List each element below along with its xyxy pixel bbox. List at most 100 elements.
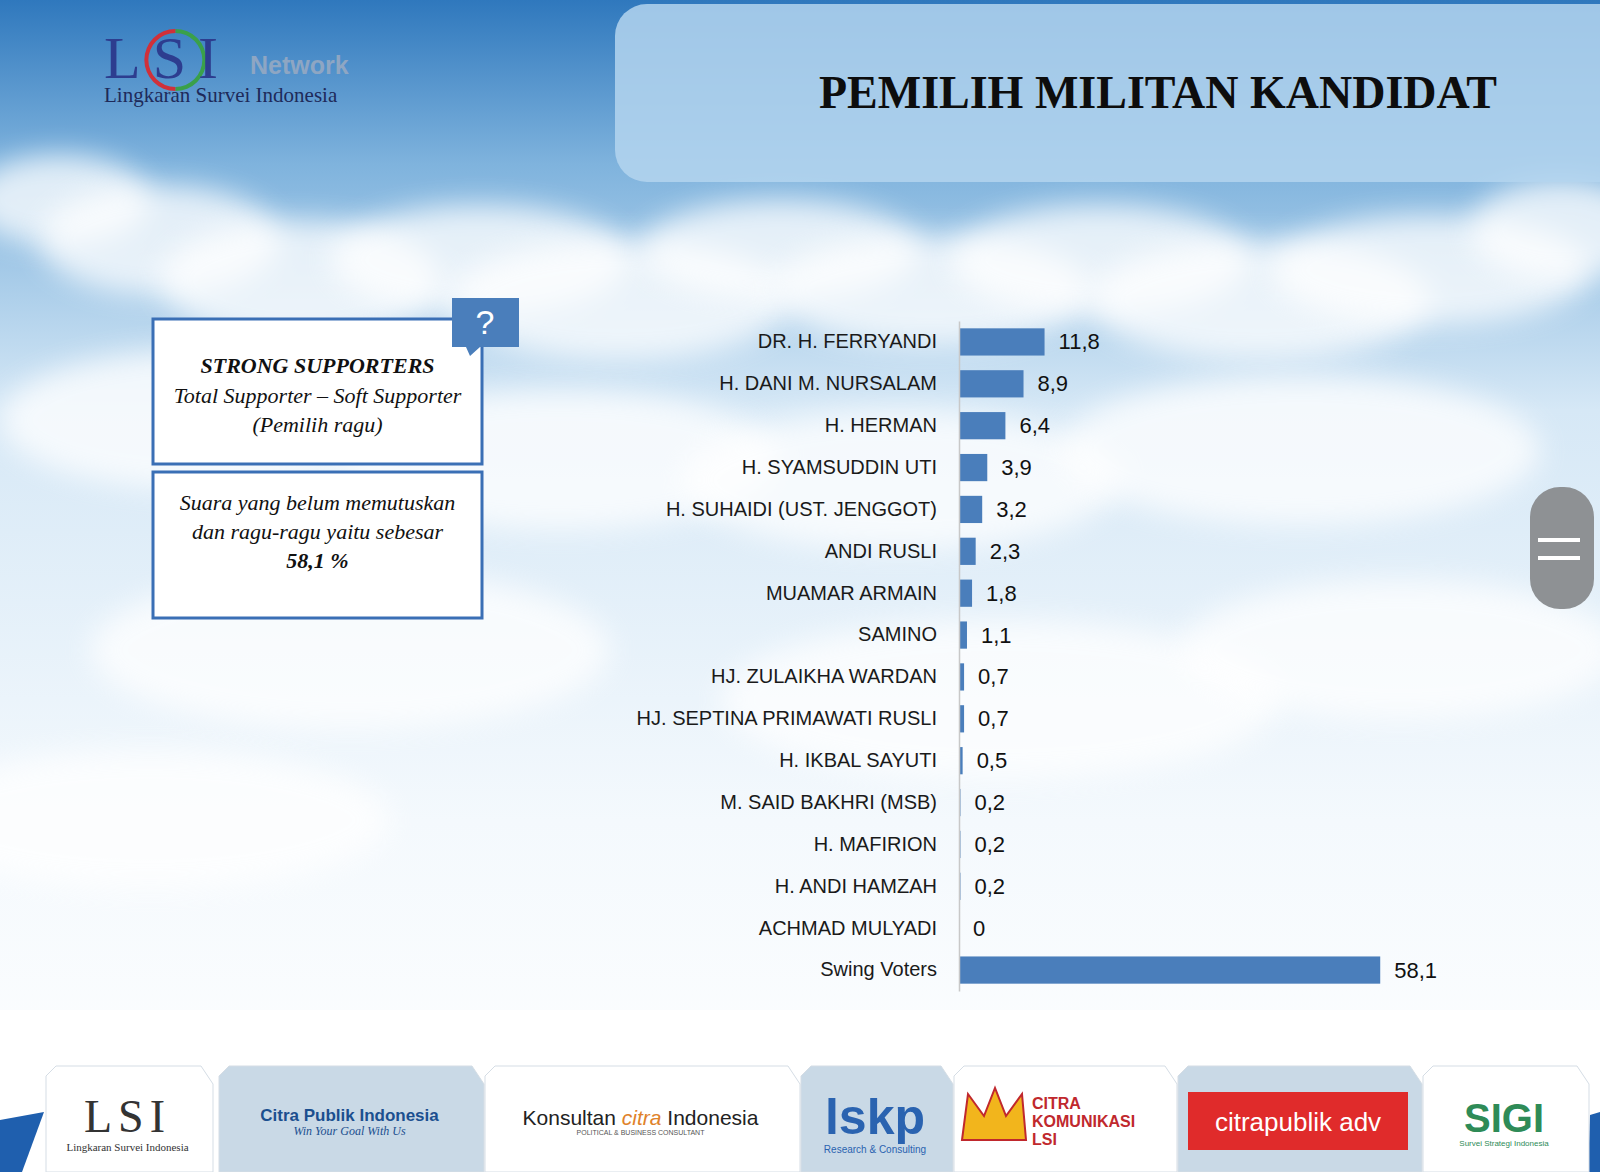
data-label: 0,2 — [974, 790, 1005, 815]
bar — [959, 454, 987, 481]
data-label: 58,1 — [1394, 958, 1437, 983]
scroll-handle-line — [1538, 538, 1580, 542]
tick: H. HERMAN — [825, 414, 937, 436]
tick-label: MUAMAR ARMAIN — [766, 582, 937, 604]
tick-label: DR. H. FERRYANDI — [758, 330, 937, 352]
data-label: 0,5 — [977, 748, 1008, 773]
footer-badge — [1188, 1092, 1408, 1150]
footer-logo: Citra Publik IndonesiaWin Your Goal With… — [219, 1066, 484, 1172]
tick: ANDI RUSLI — [825, 540, 937, 562]
data-label: 0,2 — [974, 832, 1005, 857]
tick: H. DANI M. NURSALAM — [719, 372, 937, 394]
data-label: 3,2 — [996, 497, 1027, 522]
data-label: 0,7 — [978, 706, 1009, 731]
data-label: 8,9 — [1038, 371, 1069, 396]
scroll-handle-line — [1538, 556, 1580, 560]
footer-word: SIGI — [1464, 1096, 1544, 1140]
tick: DR. H. FERRYANDI — [758, 330, 937, 352]
text-line: Total Supporter – Soft Supporter — [174, 383, 462, 408]
footer-tile — [801, 1066, 953, 1172]
tick: HJ. ZULAIKHA WARDAN — [711, 665, 937, 687]
footer-word: Indonesia — [662, 1106, 759, 1129]
info-box — [153, 319, 482, 464]
tick-label: Swing Voters — [820, 958, 937, 980]
scroll-handle — [1530, 487, 1594, 609]
tick-label: H. SYAMSUDDIN UTI — [742, 456, 937, 478]
footer-tile — [954, 1066, 1177, 1172]
footer-logo: citrapublik adv — [1178, 1066, 1422, 1172]
logo-network: Network — [250, 51, 349, 79]
footer-word: Win Your Goal With Us — [293, 1124, 406, 1138]
tick-label: H. ANDI HAMZAH — [775, 875, 937, 897]
bar — [959, 412, 1005, 439]
footer-logo: Konsultan citra IndonesiaPOLITICAL & BUS… — [485, 1066, 800, 1172]
tick-label: H. MAFIRION — [814, 833, 937, 855]
footer-word: Research & Consulting — [824, 1144, 926, 1155]
footer-text: LSI — [84, 1091, 171, 1142]
tick: SAMINO — [858, 623, 937, 645]
cloud — [1180, 580, 1600, 720]
footer-logo: CITRAKOMUNIKASILSI — [954, 1066, 1177, 1172]
info-box — [153, 472, 482, 618]
y-axis: DR. H. FERRYANDI H. DANI M. NURSALAM H. HE… — [637, 322, 960, 992]
tick: H. IKBAL SAYUTI — [779, 749, 937, 771]
footer-text: Research & Consulting — [824, 1144, 926, 1155]
footer-logo: SIGISurvei Strategi Indonesia — [1423, 1066, 1589, 1172]
tick-label: ACHMAD MULYADI — [759, 917, 937, 939]
data-label: 0,7 — [978, 664, 1009, 689]
footer-word: Survei Strategi Indonesia — [1459, 1139, 1549, 1148]
footer-word: Lingkaran Survei Indonesia — [66, 1141, 188, 1153]
bars — [959, 328, 1380, 983]
tick-label: ANDI RUSLI — [825, 540, 937, 562]
tick: H. SYAMSUDDIN UTI — [742, 456, 937, 478]
cloud — [1470, 180, 1600, 280]
data-label: 11,8 — [1059, 329, 1100, 354]
tick: Swing Voters — [820, 958, 937, 980]
logo-mark: LSI — [104, 25, 230, 91]
tick: H. ANDI HAMZAH — [775, 875, 937, 897]
footer-word: citra — [616, 1106, 662, 1129]
bar — [959, 496, 982, 523]
box-text: Total Supporter – Soft Supporter (Pemilih… — [174, 383, 462, 437]
footer-text: lskp — [825, 1089, 925, 1145]
footer-word: citrapublik adv — [1215, 1107, 1381, 1137]
tick-label: SAMINO — [858, 623, 937, 645]
footer-text: SIGI — [1464, 1096, 1544, 1140]
footer-word: CITRA — [1032, 1095, 1081, 1112]
box-title: STRONG SUPPORTERS — [200, 353, 434, 378]
data-label: 0 — [973, 916, 985, 941]
footer-word: Citra Publik Indonesia — [260, 1106, 439, 1125]
data-labels: 11,88,96,43,93,22,31,81,10,70,70,50,20,2… — [973, 329, 1437, 982]
bar — [959, 956, 1380, 983]
text-line: Suara yang belum memutuskan — [180, 490, 456, 515]
footer-tile — [219, 1066, 484, 1172]
footer-text: Lingkaran Survei Indonesia — [66, 1141, 188, 1153]
footer-crown — [962, 1088, 1026, 1140]
cloud — [1060, 375, 1540, 525]
bar — [959, 370, 1024, 397]
icon: ? — [476, 303, 495, 341]
tick-label: H. HERMAN — [825, 414, 937, 436]
box-value: 58,1 % — [286, 548, 348, 573]
data-label: 2,3 — [990, 539, 1021, 564]
cloud — [680, 410, 1120, 550]
footer-tile — [1178, 1066, 1422, 1172]
text-line: (Pemilih ragu) — [252, 412, 382, 437]
icon-tab — [452, 298, 519, 356]
footer-text: CITRA — [1032, 1095, 1081, 1112]
logo-name: Lingkaran Survei Indonesia — [104, 83, 338, 107]
data-label: 0,2 — [974, 874, 1005, 899]
tick-label: HJ. ZULAIKHA WARDAN — [711, 665, 937, 687]
footer-word: LSI — [84, 1091, 171, 1142]
tick: H. SUHAIDI (UST. JENGGOT) — [666, 498, 937, 520]
tick-label: H. IKBAL SAYUTI — [779, 749, 937, 771]
footer-tile — [46, 1066, 213, 1172]
title: PEMILIH MILITAN KANDIDAT — [819, 67, 1497, 118]
data-label: 6,4 — [1019, 413, 1050, 438]
bar — [959, 580, 972, 607]
chart: DR. H. FERRYANDI H. DANI M. NURSALAM H. HE… — [637, 322, 1437, 992]
footer-tile — [485, 1066, 800, 1172]
data-label: 1,1 — [981, 623, 1012, 648]
footer-word: KOMUNIKASI — [1032, 1113, 1135, 1130]
footer-text: Survei Strategi Indonesia — [1459, 1139, 1549, 1148]
